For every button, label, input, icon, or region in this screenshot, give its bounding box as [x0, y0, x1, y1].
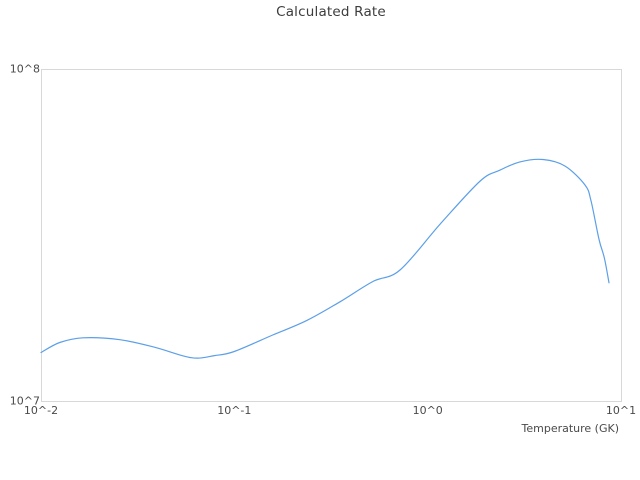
- rate-curve: [40, 158, 610, 359]
- y-tick-label: 10^8: [9, 62, 40, 76]
- plot-border: [41, 69, 622, 402]
- x-tick-label: 10^-2: [23, 404, 59, 417]
- x-tick-label: 10^0: [412, 404, 443, 417]
- chart-title: Calculated Rate: [276, 4, 386, 20]
- y-tick-label: 10^7: [9, 394, 40, 408]
- x-axis-label: Temperature (GK): [521, 422, 620, 435]
- x-tick-label: 10^1: [605, 404, 637, 417]
- x-tick-label: 10^-1: [217, 404, 252, 417]
